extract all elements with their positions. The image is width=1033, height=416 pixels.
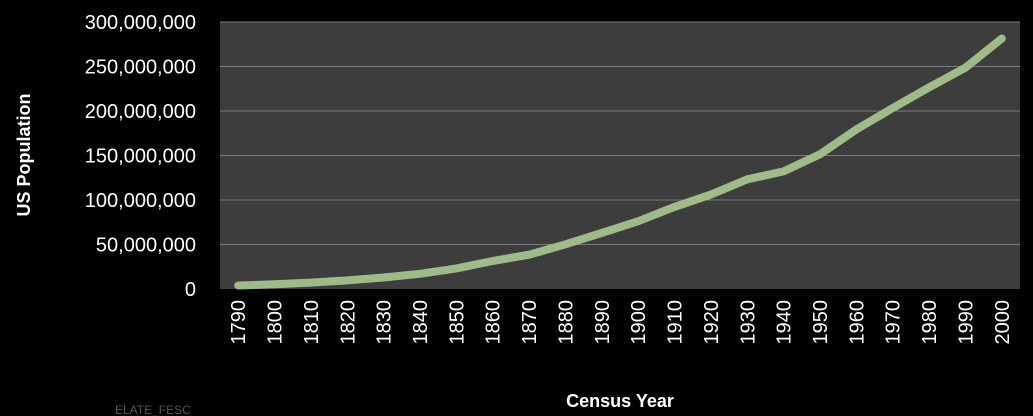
x-tick-label: 1790 <box>228 300 250 345</box>
data-point <box>271 280 279 288</box>
footer-credit: ELATE_FESC <box>115 403 191 416</box>
y-axis-ticks: 0 50,000,000 100,000,000 150,000,000 200,000… <box>85 12 196 301</box>
y-tick-label: 150,000,000 <box>85 146 196 168</box>
data-point <box>998 35 1006 43</box>
y-tick-label: 200,000,000 <box>85 101 196 123</box>
data-point <box>452 264 460 272</box>
data-points <box>234 35 1006 290</box>
data-point <box>561 240 569 248</box>
data-point <box>852 125 860 133</box>
x-axis-ticks: 1790 1800 1810 1820 1830 1840 1850 1860 1870 1880… <box>228 300 1014 345</box>
data-point <box>816 150 824 158</box>
x-tick-label: 1810 <box>301 300 323 345</box>
gridlines <box>220 21 1020 245</box>
data-point <box>671 203 679 211</box>
data-point <box>598 229 606 237</box>
x-tick-label: 2000 <box>992 300 1014 345</box>
data-point <box>707 191 715 199</box>
y-tick-label: 100,000,000 <box>85 190 196 212</box>
x-tick-label: 1850 <box>446 300 468 345</box>
data-point <box>234 282 242 290</box>
x-tick-label: 1890 <box>592 300 614 345</box>
x-tick-label: 1840 <box>410 300 432 345</box>
data-point <box>380 274 388 282</box>
x-tick-label: 1950 <box>810 300 832 345</box>
data-point <box>743 175 751 183</box>
y-tick-label: 250,000,000 <box>85 57 196 79</box>
x-tick-label: 1900 <box>628 300 650 345</box>
population-series-line <box>234 34 1006 290</box>
data-point <box>489 257 497 265</box>
data-point <box>889 104 897 112</box>
x-tick-label: 1800 <box>265 300 287 345</box>
x-tick-label: 1830 <box>374 300 396 345</box>
y-tick-label: 50,000,000 <box>96 235 196 257</box>
x-tick-label: 1870 <box>519 300 541 345</box>
data-point <box>925 83 933 91</box>
x-tick-label: 1940 <box>774 300 796 345</box>
data-point <box>343 276 351 284</box>
x-tick-label: 1910 <box>665 300 687 345</box>
x-tick-label: 1960 <box>846 300 868 345</box>
x-axis-title: Census Year <box>566 391 674 411</box>
y-axis-title: US Population <box>14 94 34 217</box>
y-tick-label: 0 <box>185 279 196 301</box>
data-point <box>961 64 969 72</box>
data-point <box>307 279 315 287</box>
x-tick-label: 1860 <box>483 300 505 345</box>
y-tick-label: 300,000,000 <box>85 12 196 34</box>
x-tick-label: 1990 <box>955 300 977 345</box>
x-tick-label: 1980 <box>919 300 941 345</box>
data-point <box>525 251 533 259</box>
x-tick-label: 1820 <box>337 300 359 345</box>
x-tick-label: 1970 <box>883 300 905 345</box>
data-point <box>634 217 642 225</box>
data-point <box>780 167 788 175</box>
x-tick-label: 1930 <box>737 300 759 345</box>
x-tick-label: 1880 <box>555 300 577 345</box>
data-point <box>416 270 424 278</box>
x-tick-label: 1920 <box>701 300 723 345</box>
